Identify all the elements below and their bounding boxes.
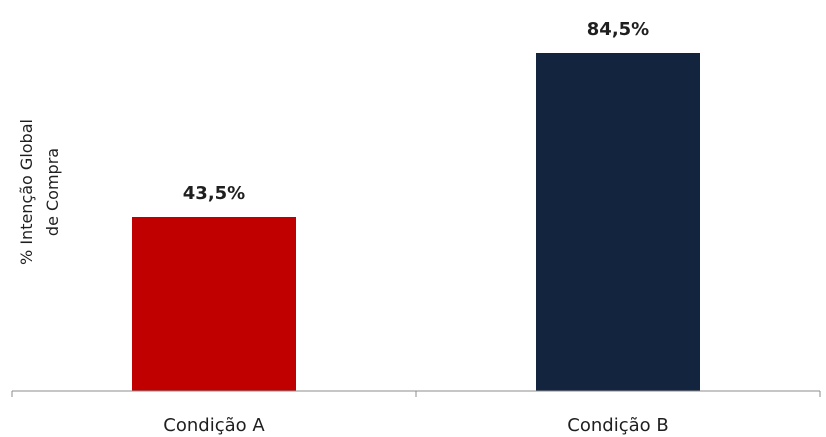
data-label: 84,5% — [587, 19, 649, 40]
data-label: 43,5% — [183, 183, 245, 204]
bar-condicao-b — [536, 53, 700, 391]
bar-condicao-a — [132, 217, 296, 391]
bars-group — [132, 53, 700, 391]
data-labels-group: 43,5% 84,5% — [183, 19, 649, 204]
y-axis-title-line-1: % Intenção Global — [17, 119, 36, 265]
y-axis-title-line-2: de Compra — [43, 148, 62, 236]
x-tick-label: Condição A — [163, 415, 265, 436]
x-axis-labels: Condição A Condição B — [163, 415, 668, 436]
y-axis-title: % Intenção Global de Compra — [17, 119, 62, 265]
x-axis-ticks — [11, 391, 821, 397]
x-tick-label: Condição B — [567, 415, 668, 436]
